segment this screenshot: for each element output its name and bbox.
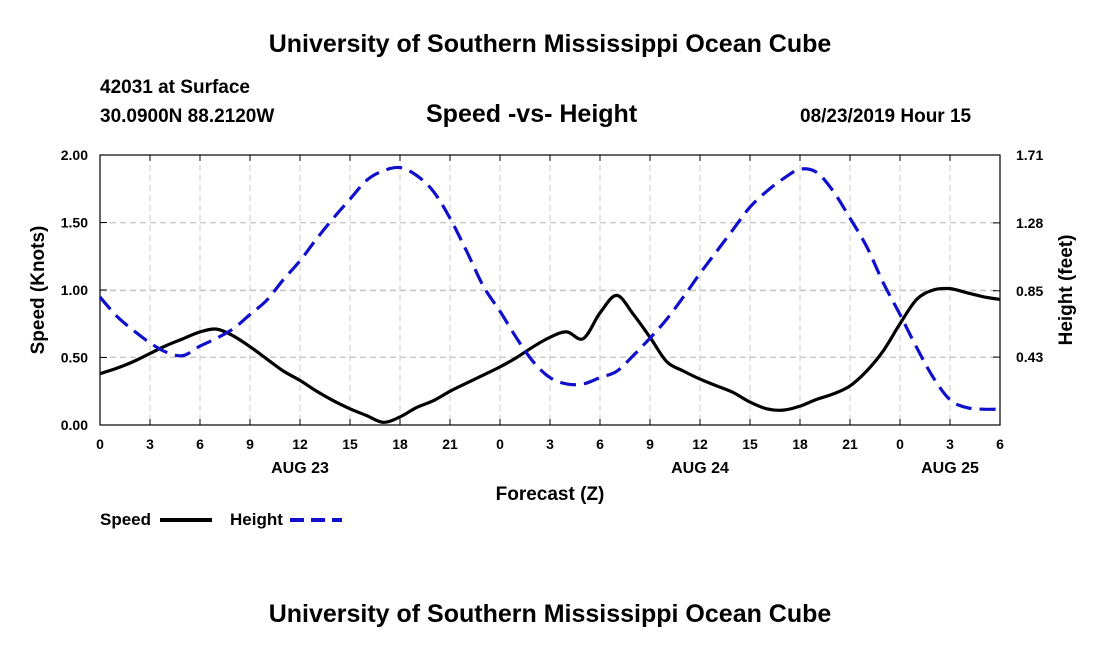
x-tick-label: 15 xyxy=(342,436,358,452)
series xyxy=(98,165,1001,424)
legend: Speed Height xyxy=(100,510,342,529)
y-axis-right: 0.43 0.85 1.28 1.71 xyxy=(993,147,1043,365)
date-label: AUG 24 xyxy=(671,460,729,477)
y2-tick-label: 0.85 xyxy=(1016,283,1043,299)
y2-tick-label: 1.71 xyxy=(1016,147,1043,163)
x-tick-label: 12 xyxy=(692,436,708,452)
x-tick-label: 3 xyxy=(146,436,154,452)
chart-title: Speed -vs- Height xyxy=(426,100,638,128)
date-label: AUG 25 xyxy=(921,460,979,477)
x-axis-label: Forecast (Z) xyxy=(496,484,605,505)
date-label: AUG 23 xyxy=(271,460,329,477)
series-line-speed xyxy=(99,286,1001,424)
x-tick-label: 0 xyxy=(496,436,504,452)
x-tick-label: 21 xyxy=(842,436,858,452)
x-tick-label: 0 xyxy=(96,436,104,452)
grid xyxy=(99,154,1001,426)
x-tick-label: 6 xyxy=(196,436,204,452)
station-coords: 30.0900N 88.2120W xyxy=(100,106,275,127)
legend-height-label: Height xyxy=(230,510,283,529)
y-tick-label: 2.00 xyxy=(61,147,88,163)
series-line-height xyxy=(98,165,1001,411)
x-axis: 0 3 6 9 12 15 18 21 0 3 6 9 12 15 18 21 0 3 6 AUG 23 AUG 24 A… xyxy=(96,155,1004,477)
x-tick-label: 3 xyxy=(546,436,554,452)
y-tick-label: 1.00 xyxy=(61,282,88,298)
y2-tick-label: 1.28 xyxy=(1016,215,1043,231)
x-tick-label: 6 xyxy=(596,436,604,452)
y-tick-label: 1.50 xyxy=(61,215,88,231)
x-tick-label: 18 xyxy=(792,436,808,452)
station-label: 42031 at Surface xyxy=(100,77,250,98)
legend-speed-label: Speed xyxy=(100,510,151,529)
x-tick-label: 9 xyxy=(646,436,654,452)
x-tick-label: 0 xyxy=(896,436,904,452)
y-axis-label: Speed (Knots) xyxy=(28,226,49,355)
y2-tick-label: 0.43 xyxy=(1016,349,1043,365)
y-axis-left: 0.00 0.50 1.00 1.50 2.00 xyxy=(61,147,107,433)
page-title: University of Southern Mississippi Ocean… xyxy=(268,30,832,58)
x-tick-label: 12 xyxy=(292,436,308,452)
y-tick-label: 0.50 xyxy=(61,350,88,366)
x-tick-label: 6 xyxy=(996,436,1004,452)
y-tick-label: 0.00 xyxy=(61,417,88,433)
x-tick-label: 18 xyxy=(392,436,408,452)
x-tick-label: 21 xyxy=(442,436,458,452)
x-tick-label: 3 xyxy=(946,436,954,452)
footer-title: University of Southern Mississippi Ocean… xyxy=(268,600,832,628)
x-tick-label: 9 xyxy=(246,436,254,452)
x-tick-label: 15 xyxy=(742,436,758,452)
forecast-datetime: 08/23/2019 Hour 15 xyxy=(800,106,972,127)
y2-axis-label: Height (feet) xyxy=(1056,235,1077,346)
